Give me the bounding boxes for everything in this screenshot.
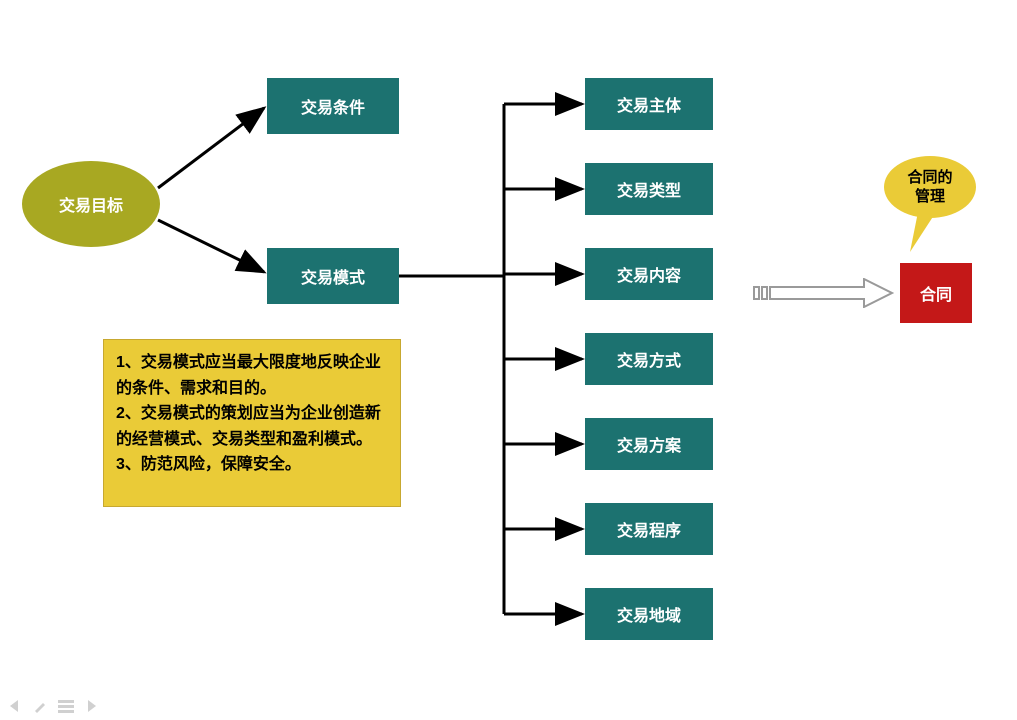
- node-r7-label: 交易地域: [617, 602, 681, 626]
- diagram-canvas: 交易目标 交易条件 交易模式 交易主体 交易类型 交易内容 交易方式 交易方案 …: [0, 0, 1017, 720]
- node-r2-label: 交易类型: [617, 177, 681, 201]
- node-r1: 交易主体: [585, 78, 713, 130]
- note-box: 1、交易模式应当最大限度地反映企业的条件、需求和目的。 2、交易模式的策划应当为…: [103, 339, 401, 507]
- node-r4-label: 交易方式: [617, 347, 681, 371]
- pen-icon[interactable]: [32, 698, 48, 714]
- node-mode: 交易模式: [267, 248, 399, 304]
- node-goal-label: 交易目标: [59, 192, 123, 216]
- node-contract: 合同: [900, 263, 972, 323]
- block-arrow: [752, 278, 894, 308]
- note-line-2: 2、交易模式的策划应当为企业创造新的经营模式、交易类型和盈利模式。: [116, 401, 388, 452]
- node-r3-label: 交易内容: [617, 262, 681, 286]
- prev-icon[interactable]: [6, 698, 22, 714]
- next-icon[interactable]: [84, 698, 100, 714]
- presenter-toolbar: [6, 698, 100, 714]
- node-mode-label: 交易模式: [301, 264, 365, 288]
- callout-bubble: 合同的 管理: [884, 156, 976, 218]
- slides-icon[interactable]: [58, 698, 74, 714]
- node-condition: 交易条件: [267, 78, 399, 134]
- node-r3: 交易内容: [585, 248, 713, 300]
- node-r5: 交易方案: [585, 418, 713, 470]
- note-line-1: 1、交易模式应当最大限度地反映企业的条件、需求和目的。: [116, 350, 388, 401]
- node-r4: 交易方式: [585, 333, 713, 385]
- node-r7: 交易地域: [585, 588, 713, 640]
- callout-label: 合同的 管理: [907, 168, 952, 207]
- node-r6: 交易程序: [585, 503, 713, 555]
- node-r6-label: 交易程序: [617, 517, 681, 541]
- note-line-3: 3、防范风险，保障安全。: [116, 452, 388, 478]
- node-goal: 交易目标: [22, 161, 160, 247]
- node-r5-label: 交易方案: [617, 432, 681, 456]
- node-condition-label: 交易条件: [301, 94, 365, 118]
- node-r2: 交易类型: [585, 163, 713, 215]
- node-r1-label: 交易主体: [617, 92, 681, 116]
- node-contract-label: 合同: [920, 281, 952, 305]
